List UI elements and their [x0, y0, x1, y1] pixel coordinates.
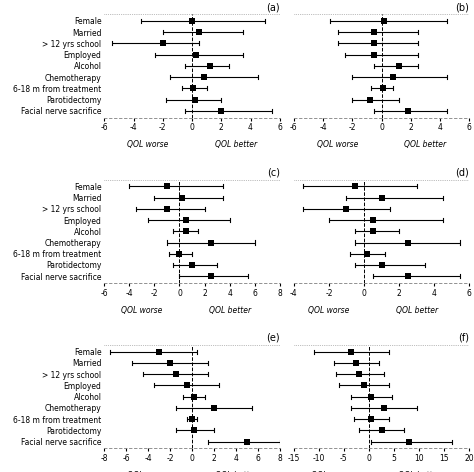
- Text: (f): (f): [458, 333, 469, 343]
- Text: QOL worse: QOL worse: [317, 140, 358, 149]
- Text: QOL better: QOL better: [215, 471, 257, 472]
- Text: (b): (b): [456, 2, 469, 12]
- Text: (a): (a): [266, 2, 280, 12]
- Text: (e): (e): [266, 333, 280, 343]
- Text: (d): (d): [456, 168, 469, 177]
- Text: QOL better: QOL better: [209, 306, 251, 315]
- Text: QOL better: QOL better: [396, 306, 438, 315]
- Text: QOL better: QOL better: [215, 140, 257, 149]
- Text: QOL worse: QOL worse: [308, 306, 349, 315]
- Text: QOL better: QOL better: [404, 140, 447, 149]
- Text: (c): (c): [267, 168, 280, 177]
- Text: QOL worse: QOL worse: [128, 471, 169, 472]
- Text: QOL worse: QOL worse: [128, 140, 169, 149]
- Text: QOL worse: QOL worse: [310, 471, 352, 472]
- Text: QOL better: QOL better: [398, 471, 440, 472]
- Text: QOL worse: QOL worse: [121, 306, 163, 315]
